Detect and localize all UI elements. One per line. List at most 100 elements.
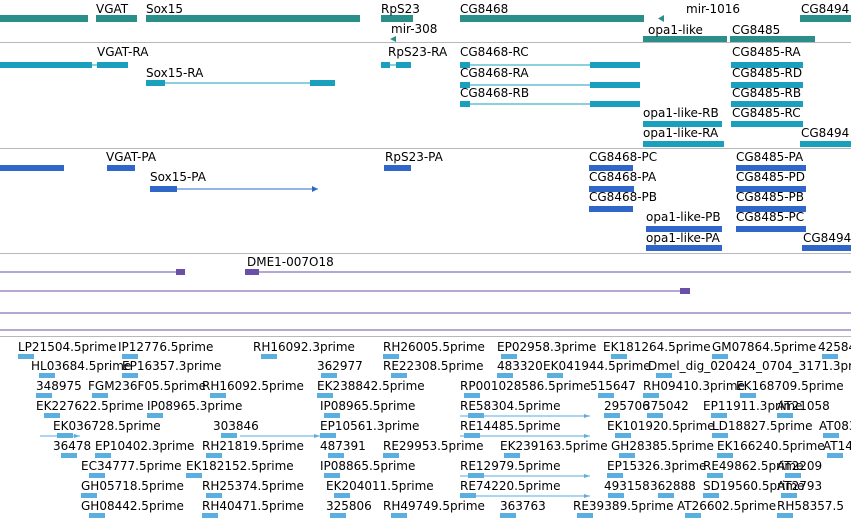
feature-label[interactable]: CG8468-RA — [460, 66, 529, 80]
feature-label[interactable]: EP11911.3prime — [703, 399, 803, 413]
transcript-exon[interactable] — [460, 62, 470, 68]
est-feature[interactable] — [383, 354, 399, 359]
feature-label[interactable]: EK036728.5prime — [53, 419, 161, 433]
est-feature[interactable] — [497, 373, 513, 378]
feature-label[interactable]: CG8485 — [732, 23, 781, 37]
feature-label[interactable]: CG8485-PD — [736, 170, 806, 184]
feature-label[interactable]: RE12979.5prime — [460, 459, 561, 473]
gene-feature[interactable] — [643, 36, 727, 43]
feature-label[interactable]: CG8494 — [801, 2, 850, 16]
feature-label[interactable]: CG8468-RB — [460, 86, 530, 100]
est-feature[interactable] — [615, 433, 631, 438]
variant-feature-strand-arrow[interactable] — [684, 288, 690, 294]
feature-label[interactable]: mir-308 — [391, 22, 438, 36]
est-feature[interactable] — [777, 413, 793, 418]
transcript-exon[interactable] — [590, 82, 640, 88]
est-feature[interactable] — [328, 453, 344, 458]
est-feature[interactable] — [320, 433, 336, 438]
est-feature[interactable] — [785, 473, 801, 478]
est-feature[interactable] — [89, 513, 105, 518]
feature-label[interactable]: SD19560.5prime — [703, 479, 805, 493]
protein-exon[interactable] — [802, 245, 851, 251]
est-feature[interactable] — [823, 433, 839, 438]
est-feature[interactable] — [324, 413, 340, 418]
protein-strand-arrow[interactable] — [736, 226, 742, 232]
feature-label[interactable]: RpS23-RA — [388, 45, 448, 59]
est-feature[interactable] — [314, 434, 320, 438]
est-feature[interactable] — [206, 453, 222, 458]
transcript-strand-arrow[interactable] — [634, 101, 640, 107]
est-feature[interactable] — [607, 473, 623, 478]
feature-label[interactable]: EK101920.5prime — [607, 419, 715, 433]
transcript-exon[interactable] — [731, 62, 803, 68]
feature-label[interactable]: CG8494 — [803, 231, 851, 245]
feature-label[interactable]: 487391 — [320, 439, 366, 453]
transcript-strand-arrow[interactable] — [797, 101, 803, 107]
est-feature[interactable] — [122, 373, 138, 378]
feature-label[interactable]: EP10561.3prime — [320, 419, 420, 433]
est-feature[interactable] — [74, 434, 80, 438]
feature-label[interactable]: CG8468 — [460, 2, 509, 16]
est-feature[interactable] — [61, 453, 77, 458]
est-feature[interactable] — [712, 354, 728, 359]
feature-label[interactable]: 295706 — [604, 399, 650, 413]
est-feature[interactable] — [584, 494, 590, 498]
est-feature[interactable] — [202, 513, 218, 518]
feature-label[interactable]: CG8485-PA — [736, 150, 804, 164]
feature-label[interactable]: RH09410.3prime — [643, 379, 745, 393]
transcript-strand-arrow[interactable] — [634, 82, 640, 88]
est-feature[interactable] — [324, 473, 340, 478]
feature-label[interactable]: AT14 — [823, 439, 851, 453]
feature-label[interactable]: RE74220.5prime — [460, 479, 561, 493]
feature-label[interactable]: EP10402.3prime — [95, 439, 195, 453]
protein-strand-arrow[interactable] — [312, 186, 318, 192]
feature-label[interactable]: RH49749.5prime — [383, 499, 485, 513]
variant-feature-exon[interactable] — [245, 269, 259, 275]
gene-feature[interactable] — [730, 36, 815, 43]
transcript-exon[interactable] — [731, 82, 803, 88]
feature-label[interactable]: CG8485-RB — [732, 86, 802, 100]
feature-label[interactable]: EK182152.5prime — [186, 459, 294, 473]
feature-label[interactable]: RE14485.5prime — [460, 419, 561, 433]
feature-label[interactable]: DME1-007O18 — [247, 255, 334, 269]
est-feature[interactable] — [92, 393, 108, 398]
transcript-exon[interactable] — [97, 62, 128, 68]
protein-exon[interactable] — [736, 186, 806, 192]
feature-label[interactable]: opa1-like — [648, 23, 703, 37]
feature-label[interactable]: mir-1016 — [686, 2, 741, 16]
est-feature[interactable] — [707, 473, 723, 478]
protein-strand-arrow[interactable] — [736, 186, 742, 192]
transcript-exon[interactable] — [590, 62, 640, 68]
protein-strand-arrow[interactable] — [646, 245, 652, 251]
feature-label[interactable]: EK239163.5prime — [500, 439, 608, 453]
protein-exon[interactable] — [107, 165, 135, 171]
feature-label[interactable]: Sox15 — [146, 2, 183, 16]
feature-label[interactable]: FGM236F05.5prime — [88, 379, 207, 393]
feature-label[interactable]: AT2209 — [777, 459, 823, 473]
transcript-exon[interactable] — [590, 101, 640, 107]
feature-label[interactable]: CG8485-PC — [736, 210, 805, 224]
feature-label[interactable]: RH26005.5prime — [383, 340, 485, 354]
feature-label[interactable]: EK227622.5prime — [36, 399, 144, 413]
feature-label[interactable]: AT2793 — [777, 479, 823, 493]
transcript-exon[interactable] — [146, 80, 165, 86]
transcript-strand-arrow[interactable] — [797, 82, 803, 88]
protein-exon[interactable] — [736, 165, 806, 171]
est-feature[interactable] — [717, 453, 733, 458]
est-feature[interactable] — [391, 513, 407, 518]
est-feature[interactable] — [656, 373, 672, 378]
feature-label[interactable]: EK181264.5prime — [603, 340, 711, 354]
feature-label[interactable]: GM07864.5prime — [712, 340, 817, 354]
feature-label[interactable]: EK041944.5prime — [543, 359, 651, 373]
transcript-strand-arrow[interactable] — [634, 62, 640, 68]
feature-label[interactable]: opa1-like-RA — [643, 126, 719, 140]
protein-strand-arrow[interactable] — [736, 206, 742, 212]
feature-label[interactable]: EK168709.5prime — [736, 379, 844, 393]
feature-label[interactable]: CG8468-PA — [589, 170, 657, 184]
transcript-exon[interactable] — [643, 121, 722, 127]
feature-label[interactable]: 493158 — [604, 479, 650, 493]
est-feature[interactable] — [95, 453, 111, 458]
est-feature[interactable] — [89, 473, 105, 478]
est-feature[interactable] — [210, 393, 226, 398]
